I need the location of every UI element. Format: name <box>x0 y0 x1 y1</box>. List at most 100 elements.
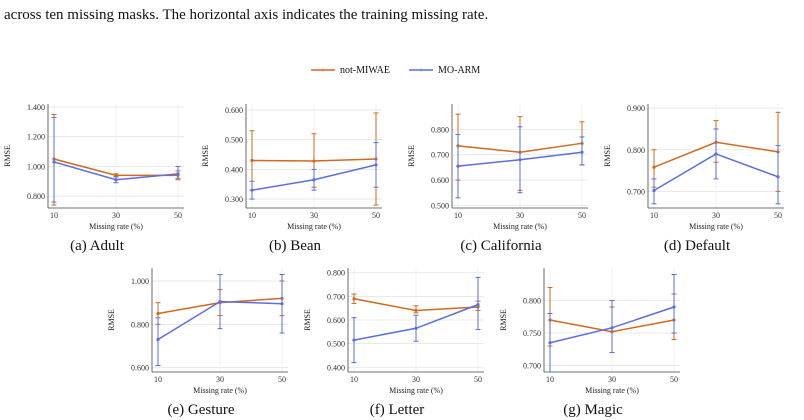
data-point <box>476 303 480 307</box>
panel-title-default: (d) Default <box>663 238 731 254</box>
chart-adult: 0.800 1.000 1.200 1.400 10 30 50 Missing rate (… <box>3 103 184 231</box>
y-tick-label: 0.500 <box>431 201 449 210</box>
x-axis-label: Missing rate (%) <box>89 222 143 231</box>
panel-title-adult: (a) Adult <box>70 238 124 254</box>
y-tick-label: 0.300 <box>225 195 243 204</box>
panel-magic: 0.700 0.750 0.800 10 30 50 Missing rate (%) RMS… <box>498 260 688 420</box>
y-tick-label: 0.500 <box>327 340 345 349</box>
y-tick-label: 1.400 <box>27 103 45 112</box>
data-point <box>352 338 356 342</box>
panel-title-california: (c) California <box>460 238 542 254</box>
svg-text:+: + <box>321 66 326 75</box>
chart-bean: 0.300 0.400 0.500 0.600 10 30 50 Missing rate (… <box>201 104 382 231</box>
x-tick-label: 30 <box>412 375 420 384</box>
x-axis-label: Missing rate (%) <box>193 386 247 395</box>
x-axis-label: Missing rate (%) <box>287 222 341 231</box>
x-tick-label: 50 <box>670 375 678 384</box>
caption-line-2: across ten missing masks. The horizontal… <box>4 7 489 23</box>
panel-gesture: 0.600 0.800 1.000 10 30 50 Missing rate (%) RMS… <box>106 260 296 420</box>
panel-title-bean: (b) Bean <box>268 238 322 254</box>
x-tick-label: 50 <box>278 375 286 384</box>
x-axis-label: Missing rate (%) <box>493 222 547 231</box>
x-tick-label: 30 <box>310 211 318 220</box>
x-tick-label: 10 <box>650 211 658 220</box>
x-tick-label: 50 <box>474 375 482 384</box>
chart-california: 0.500 0.600 0.700 0.800 10 30 50 Missing rate (… <box>407 104 588 231</box>
data-point <box>52 160 56 164</box>
data-point <box>156 311 160 316</box>
y-axis-label: RMSE <box>303 309 312 331</box>
panel-default: 0.700 0.800 0.900 10 30 50 Missing rate (%) RMS… <box>602 96 792 256</box>
y-tick-label: 1.200 <box>27 133 45 142</box>
legend-label-mo-arm: MO-ARM <box>438 64 481 76</box>
data-point <box>352 297 356 301</box>
data-point <box>776 175 780 179</box>
data-point <box>156 337 160 342</box>
panel-letter: 0.400 0.500 0.600 0.700 0.800 10 30 50 Missing r… <box>302 260 492 420</box>
data-point <box>714 152 718 156</box>
x-tick-label: 10 <box>546 375 554 384</box>
y-tick-label: 0.600 <box>327 316 345 325</box>
x-tick-label: 30 <box>112 211 120 220</box>
data-point <box>672 305 676 309</box>
y-axis-label: RMSE <box>3 145 12 167</box>
x-tick-label: 10 <box>454 211 462 220</box>
panel-title-magic: (g) Magic <box>563 402 623 418</box>
data-point <box>114 178 118 182</box>
y-tick-label: 0.800 <box>327 269 345 278</box>
y-tick-label: 0.800 <box>627 146 645 155</box>
x-tick-label: 50 <box>578 211 586 220</box>
x-tick-label: 10 <box>350 375 358 384</box>
svg-text:+: + <box>419 66 424 75</box>
y-tick-label: 0.800 <box>131 320 149 329</box>
data-point <box>456 164 460 168</box>
y-axis-label: RMSE <box>603 145 612 167</box>
y-tick-label: 0.600 <box>131 364 149 373</box>
x-tick-label: 50 <box>174 211 182 220</box>
figure-caption: across ten missing masks. The horizontal… <box>4 6 800 25</box>
data-point <box>280 302 284 306</box>
y-tick-label: 0.400 <box>327 363 345 372</box>
y-tick-label: 0.900 <box>627 104 645 113</box>
legend-item-not-miwae: + not-MIWAE <box>310 62 390 78</box>
data-point <box>580 150 584 154</box>
x-tick-label: 30 <box>516 211 524 220</box>
data-point <box>414 326 418 330</box>
y-axis-label: RMSE <box>499 309 508 331</box>
data-point <box>312 178 316 182</box>
y-tick-label: 0.500 <box>225 136 243 145</box>
y-tick-label: 0.400 <box>225 165 243 174</box>
x-axis-label: Missing rate (%) <box>585 386 639 395</box>
y-axis-label: RMSE <box>407 145 416 167</box>
y-tick-label: 0.700 <box>627 187 645 196</box>
y-tick-label: 0.700 <box>327 292 345 301</box>
chart-gesture: 0.600 0.800 1.000 10 30 50 Missing rate (%) RMS… <box>107 268 288 395</box>
panel-title-letter: (f) Letter <box>369 402 425 418</box>
y-tick-label: 0.800 <box>523 297 541 306</box>
legend-label-not-miwae: not-MIWAE <box>340 64 390 76</box>
data-point <box>548 341 552 345</box>
panel-adult: 0.800 1.000 1.200 1.400 10 30 50 Missing rate (… <box>2 96 192 256</box>
data-point <box>250 188 254 192</box>
panel-california: 0.500 0.600 0.700 0.800 10 30 50 Missing rate (… <box>406 96 596 256</box>
panel-bean: 0.300 0.400 0.500 0.600 10 30 50 Missing rate (… <box>200 96 390 256</box>
y-tick-label: 0.800 <box>431 125 449 134</box>
data-point <box>414 308 418 313</box>
data-point <box>250 158 254 163</box>
x-tick-label: 10 <box>248 211 256 220</box>
chart-magic: 0.700 0.750 0.800 10 30 50 Missing rate (%) RMS… <box>499 268 680 395</box>
y-axis-label: RMSE <box>107 309 116 331</box>
data-point <box>518 158 522 162</box>
data-point <box>218 299 222 304</box>
data-point <box>176 172 180 176</box>
y-tick-label: 0.600 <box>431 176 449 185</box>
x-tick-label: 30 <box>216 375 224 384</box>
x-tick-label: 50 <box>372 211 380 220</box>
x-axis-label: Missing rate (%) <box>689 222 743 231</box>
data-point <box>652 165 656 169</box>
panel-title-gesture: (e) Gesture <box>167 402 235 418</box>
data-point <box>312 159 316 163</box>
y-tick-label: 0.600 <box>225 106 243 115</box>
y-tick-label: 0.700 <box>431 151 449 160</box>
x-tick-label: 30 <box>712 211 720 220</box>
